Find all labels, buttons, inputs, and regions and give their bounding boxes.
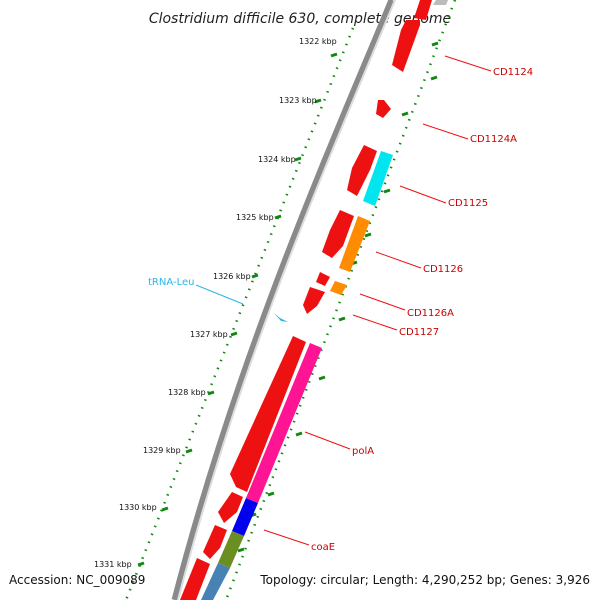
gene-leader-line (304, 431, 351, 450)
outer-tick (295, 431, 303, 437)
tick-mark (314, 98, 322, 104)
reverse-cds-track (201, 0, 448, 600)
tick-labels: 1322 kbp 1323 kbp 1324 kbp 1325 kbp 1326… (94, 37, 337, 569)
tick-marks (137, 52, 338, 567)
trna-label: tRNA-Leu (148, 277, 194, 288)
map-title: Clostridium difficile 630, complete geno… (149, 11, 451, 27)
gene-label-cd1126: CD1126 (423, 264, 463, 275)
tick-label: 1326 kbp (213, 272, 251, 281)
cds-block-orange-small (330, 281, 347, 295)
tick-label: 1324 kbp (258, 155, 296, 164)
forward-cds-track (180, 20, 420, 600)
gene-label-cd1124a: CD1124A (470, 134, 517, 145)
cds-block-red (414, 0, 432, 20)
gene-label-coae: coaE (311, 542, 335, 553)
outer-tick (267, 491, 275, 497)
cds-block (218, 492, 243, 523)
cds-block (392, 20, 420, 72)
outer-tick (338, 316, 346, 322)
tick-label: 1323 kbp (279, 96, 317, 105)
tick-mark (230, 331, 238, 337)
genome-backbone-highlight (177, 0, 396, 600)
gene-leader-line (359, 293, 406, 311)
cds-block (303, 287, 325, 314)
outer-tick (383, 188, 391, 194)
cds-block-orange (339, 216, 370, 272)
gene-leader-line (263, 529, 310, 546)
tick-label: 1329 kbp (143, 446, 181, 455)
accession-text: Accession: NC_009089 (9, 573, 146, 587)
tick-label: 1328 kbp (168, 388, 206, 397)
outer-tick (364, 232, 372, 238)
gene-leader-line (422, 123, 469, 140)
outer-tick (318, 375, 326, 381)
ruler-dotted-line (124, 27, 355, 600)
trna-marker (274, 313, 288, 322)
cds-block (376, 100, 391, 118)
gene-label-cd1124: CD1124 (493, 67, 533, 78)
gene-leader-line (375, 251, 422, 269)
cds-block (322, 210, 354, 258)
ruler-dotted-line-inner (224, 0, 457, 600)
tick-label: 1330 kbp (119, 503, 157, 512)
cds-block (203, 525, 227, 559)
gene-leader-line (399, 185, 447, 204)
cds-block-steel (201, 563, 230, 600)
cds-block-blue (232, 498, 258, 536)
tick-label: 1322 kbp (299, 37, 337, 46)
tick-mark (294, 156, 302, 162)
gene-labels: CD1124 CD1124A CD1125 CD1126 CD1126A CD1… (263, 55, 533, 553)
cds-block (347, 145, 377, 196)
gene-label-cd1125: CD1125 (448, 198, 488, 209)
tick-mark (161, 506, 169, 512)
gene-leader-line (444, 55, 492, 72)
tick-label: 1331 kbp (94, 560, 132, 569)
trna-leader-line (195, 284, 244, 305)
tick-mark (207, 390, 215, 396)
gene-leader-line (352, 314, 398, 331)
cds-block-pink (246, 343, 322, 503)
cds-block-cyan (363, 151, 393, 206)
cds-block (230, 336, 306, 492)
genome-backbone (171, 0, 396, 600)
cds-block-gray (433, 0, 448, 5)
gene-label-cd1126a: CD1126A (407, 308, 454, 319)
gene-label-pola: polA (352, 446, 374, 457)
tick-label: 1327 kbp (190, 330, 228, 339)
genome-summary-text: Topology: circular; Length: 4,290,252 bp… (260, 573, 590, 587)
cds-block (180, 558, 210, 600)
tick-mark (251, 273, 259, 279)
outer-tick (401, 111, 409, 117)
cds-block (316, 272, 330, 286)
tick-mark (274, 214, 282, 220)
cds-block-olive (218, 531, 244, 568)
gene-label-cd1127: CD1127 (399, 327, 439, 338)
tick-mark (137, 561, 145, 567)
tick-mark (330, 52, 338, 58)
outer-tick (431, 41, 439, 47)
outer-tick (237, 547, 245, 553)
outer-tick (430, 75, 438, 81)
tick-mark (185, 448, 193, 454)
tick-label: 1325 kbp (236, 213, 274, 222)
